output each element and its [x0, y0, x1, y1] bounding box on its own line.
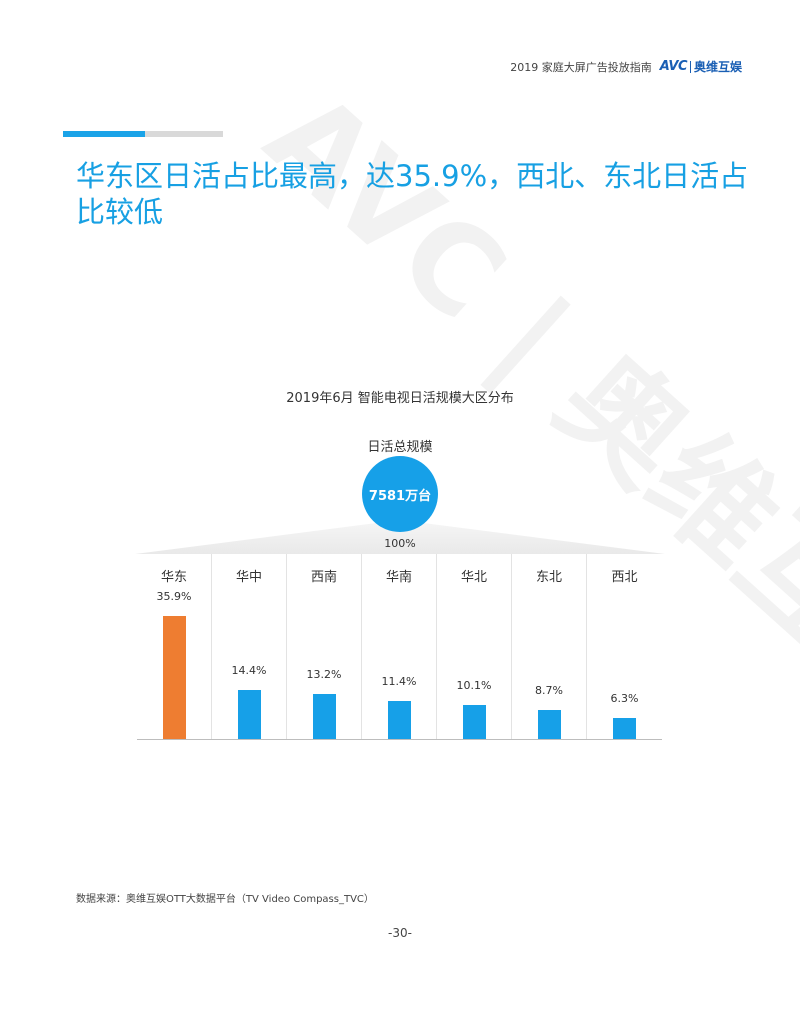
- value-label: 8.7%: [535, 684, 563, 697]
- value-label: 11.4%: [381, 675, 417, 688]
- total-value: 7581万台: [368, 488, 432, 504]
- region-label: 华东: [160, 570, 187, 585]
- bar: [238, 690, 261, 740]
- chart-column: 华东 35.9%: [137, 554, 212, 740]
- region-label: 华北: [460, 570, 487, 585]
- chart-column: 西北 6.3%: [587, 554, 662, 740]
- bar: [538, 710, 561, 740]
- chart-column: 华北 10.1%: [437, 554, 512, 740]
- chart-column: 华南 11.4%: [362, 554, 437, 740]
- bar: [613, 718, 636, 740]
- value-label: 14.4%: [231, 664, 267, 677]
- region-label: 华中: [235, 570, 262, 585]
- page-title: 华东区日活占比最高，达35.9%，西北、东北日活占比较低: [76, 159, 749, 229]
- total-percent: 100%: [384, 537, 416, 550]
- avc-logo: AVC 奥维互娱: [660, 58, 742, 75]
- total-circle: 7581万台: [362, 456, 438, 532]
- bar: [388, 701, 411, 740]
- total-label: 日活总规模: [367, 440, 433, 455]
- value-label: 10.1%: [456, 679, 492, 692]
- value-label: 35.9%: [156, 590, 192, 603]
- bar: [313, 694, 336, 740]
- page-header: 2019 家庭大屏广告投放指南 AVC 奥维互娱: [510, 58, 742, 75]
- chart-column: 西南 13.2%: [287, 554, 362, 740]
- logo-divider: [689, 60, 691, 73]
- logo-avc-text: AVC: [659, 59, 688, 74]
- page-number: -30-: [388, 926, 412, 940]
- region-label: 东北: [535, 570, 562, 585]
- chart-baseline: [137, 739, 662, 740]
- data-source: 数据来源：奥维互娱OTT大数据平台（TV Video Compass_TVC）: [76, 894, 374, 905]
- value-label: 6.3%: [610, 692, 639, 705]
- bar-chart: 华东 35.9% 华中 14.4% 西南 13.2% 华南 11.4% 华北 10.1% 东北 8.7…: [137, 554, 662, 740]
- region-label: 西北: [611, 570, 638, 585]
- region-label: 华南: [385, 570, 412, 585]
- chart-title: 2019年6月 智能电视日活规模大区分布: [286, 391, 514, 406]
- region-label: 西南: [310, 570, 337, 585]
- chart-column: 东北 8.7%: [512, 554, 587, 740]
- report-title: 2019 家庭大屏广告投放指南: [510, 60, 652, 74]
- bar: [463, 705, 486, 740]
- logo-cn-text: 奥维互娱: [693, 60, 742, 74]
- chart-column: 华中 14.4%: [212, 554, 287, 740]
- bar: [163, 616, 186, 740]
- title-underline-accent: [63, 131, 145, 137]
- value-label: 13.2%: [306, 668, 342, 681]
